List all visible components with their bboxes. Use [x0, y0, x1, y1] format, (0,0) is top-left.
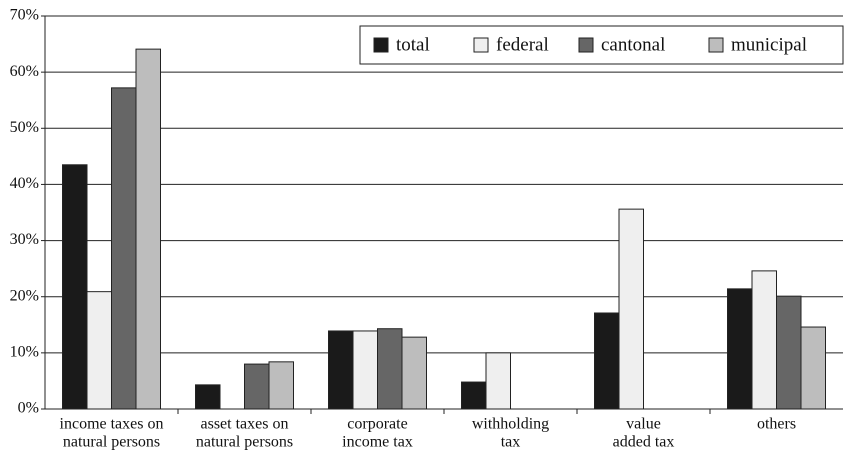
- legend-swatch: [373, 37, 389, 53]
- legend-swatch: [708, 37, 724, 53]
- x-tick-label: natural persons: [63, 434, 160, 451]
- bar: [727, 288, 753, 410]
- legend-label: municipal: [731, 34, 807, 55]
- y-tick-label: 40%: [10, 175, 39, 192]
- bar: [461, 381, 487, 410]
- bar: [776, 295, 802, 410]
- x-tick-label: natural persons: [196, 434, 293, 451]
- x-tick-label: others: [757, 416, 796, 433]
- y-tick-label: 10%: [10, 344, 39, 361]
- bar: [86, 291, 112, 410]
- y-tick-label: 0%: [18, 400, 39, 417]
- bar: [328, 330, 354, 410]
- bar: [377, 328, 403, 410]
- x-tick-label: corporate: [347, 416, 407, 433]
- x-tick-label: income taxes on: [60, 416, 164, 433]
- bar: [751, 270, 777, 410]
- x-tick-label: tax: [501, 434, 521, 451]
- y-tick-label: 30%: [10, 231, 39, 248]
- bar: [244, 363, 270, 410]
- x-tick-label: value: [626, 416, 661, 433]
- legend-swatch: [578, 37, 594, 53]
- x-tick-label: withholding: [472, 416, 549, 433]
- x-tick-label: added tax: [613, 434, 675, 451]
- y-tick-label: 50%: [10, 119, 39, 136]
- bar: [401, 336, 427, 410]
- bar: [618, 208, 644, 410]
- y-tick-label: 20%: [10, 287, 39, 304]
- bar: [135, 48, 161, 410]
- legend-label: cantonal: [601, 34, 665, 55]
- legend-box: [359, 25, 844, 65]
- bar: [352, 330, 378, 410]
- bar: [485, 352, 511, 410]
- legend-label: total: [396, 34, 430, 55]
- bar: [195, 384, 221, 410]
- bar: [111, 87, 137, 410]
- bar: [62, 164, 88, 410]
- x-tick-label: asset taxes on: [201, 416, 289, 433]
- bar: [800, 326, 826, 410]
- bar: [594, 312, 620, 410]
- y-tick-label: 60%: [10, 63, 39, 80]
- bar: [268, 361, 294, 410]
- x-tick-label: income tax: [342, 434, 413, 451]
- legend-swatch: [473, 37, 489, 53]
- legend-label: federal: [496, 34, 549, 55]
- y-tick-label: 70%: [10, 7, 39, 24]
